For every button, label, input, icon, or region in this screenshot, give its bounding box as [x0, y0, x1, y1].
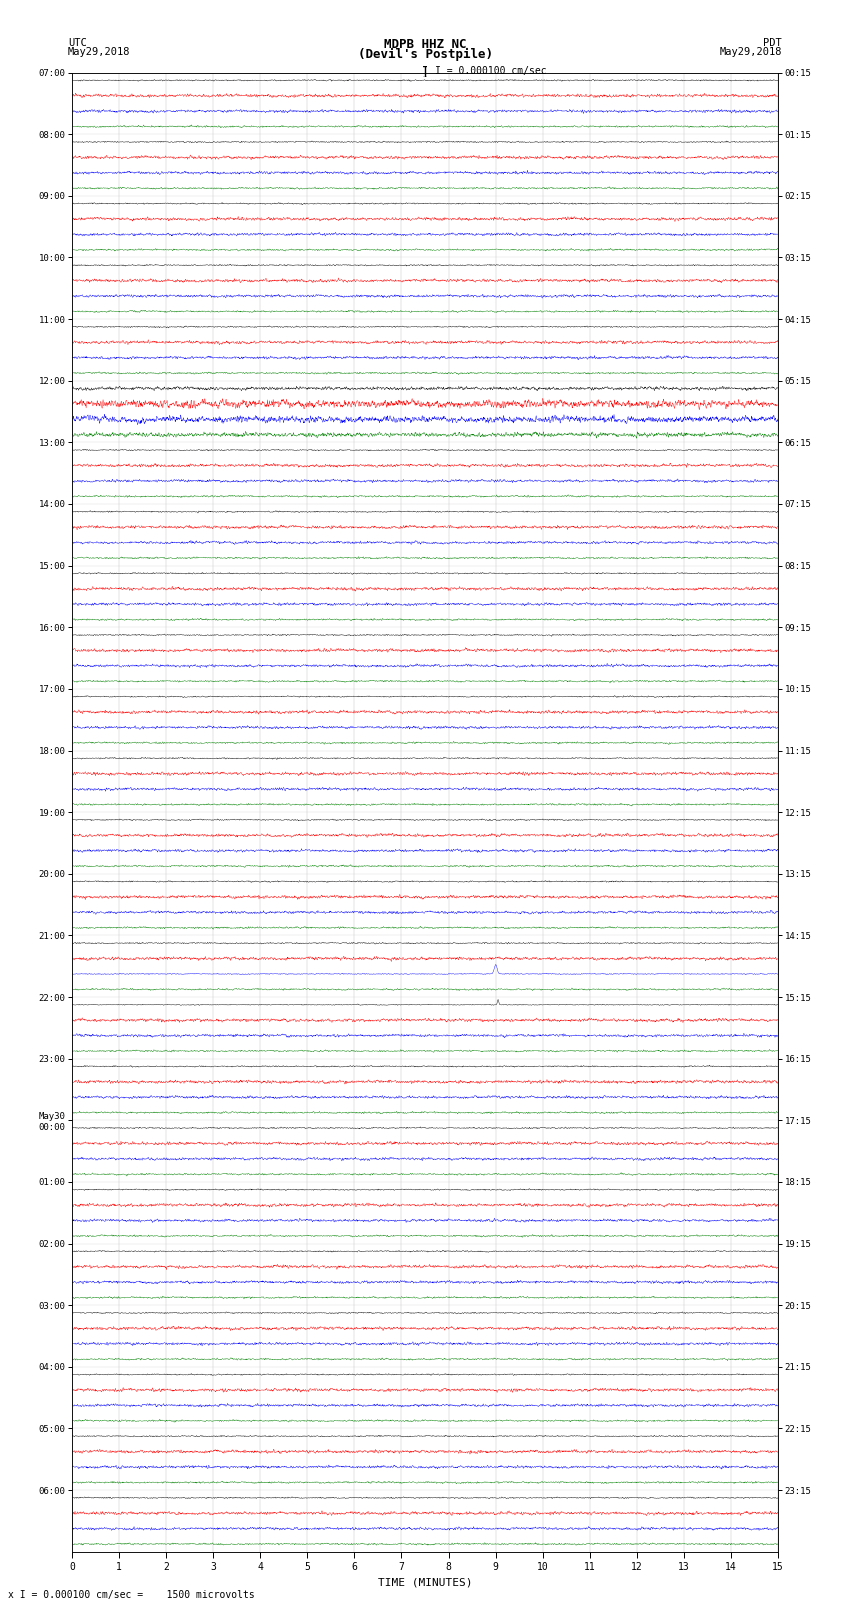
Text: I = 0.000100 cm/sec: I = 0.000100 cm/sec	[435, 66, 547, 76]
Text: May29,2018: May29,2018	[68, 47, 131, 58]
Text: MDPB HHZ NC: MDPB HHZ NC	[383, 37, 467, 50]
Text: (Devil's Postpile): (Devil's Postpile)	[358, 48, 492, 61]
Text: UTC: UTC	[68, 39, 87, 48]
Text: PDT: PDT	[763, 39, 782, 48]
Text: May29,2018: May29,2018	[719, 47, 782, 58]
Text: x I = 0.000100 cm/sec =    1500 microvolts: x I = 0.000100 cm/sec = 1500 microvolts	[8, 1590, 255, 1600]
X-axis label: TIME (MINUTES): TIME (MINUTES)	[377, 1578, 473, 1587]
